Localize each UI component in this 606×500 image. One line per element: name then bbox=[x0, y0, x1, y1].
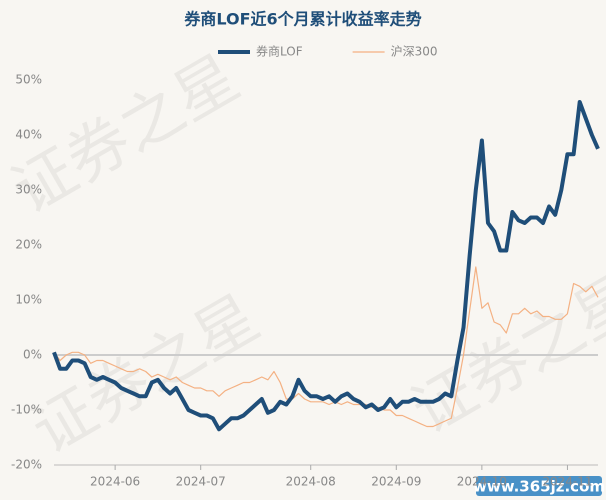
y-tick-label: 10% bbox=[15, 293, 42, 307]
x-tick-label: 2024-11 bbox=[542, 475, 592, 489]
x-tick-label: 2024-07 bbox=[176, 475, 226, 489]
chart-title: 券商LOF近6个月累计收益率走势 bbox=[183, 10, 421, 29]
x-tick-label: 2024-10 bbox=[457, 475, 507, 489]
source-mark: www.365jz.com bbox=[473, 478, 605, 496]
series-line bbox=[53, 266, 599, 428]
y-tick-label: 0% bbox=[23, 348, 42, 362]
series-line bbox=[52, 100, 600, 432]
y-tick-label: -10% bbox=[11, 403, 42, 417]
y-tick-label: -20% bbox=[11, 458, 42, 472]
source-badge bbox=[476, 476, 602, 496]
y-tick-label: 40% bbox=[15, 128, 42, 142]
y-tick-label: 30% bbox=[15, 183, 42, 197]
watermark: 证券之星 bbox=[20, 281, 271, 468]
x-tick-label: 2024-09 bbox=[371, 475, 421, 489]
legend-label: 沪深300 bbox=[391, 45, 438, 59]
x-tick-label: 2024-06 bbox=[90, 475, 140, 489]
x-tick-label: 2024-08 bbox=[286, 475, 336, 489]
y-tick-label: 20% bbox=[15, 238, 42, 252]
y-tick-label: 50% bbox=[15, 73, 42, 87]
legend-label: 券商LOF bbox=[256, 44, 303, 59]
